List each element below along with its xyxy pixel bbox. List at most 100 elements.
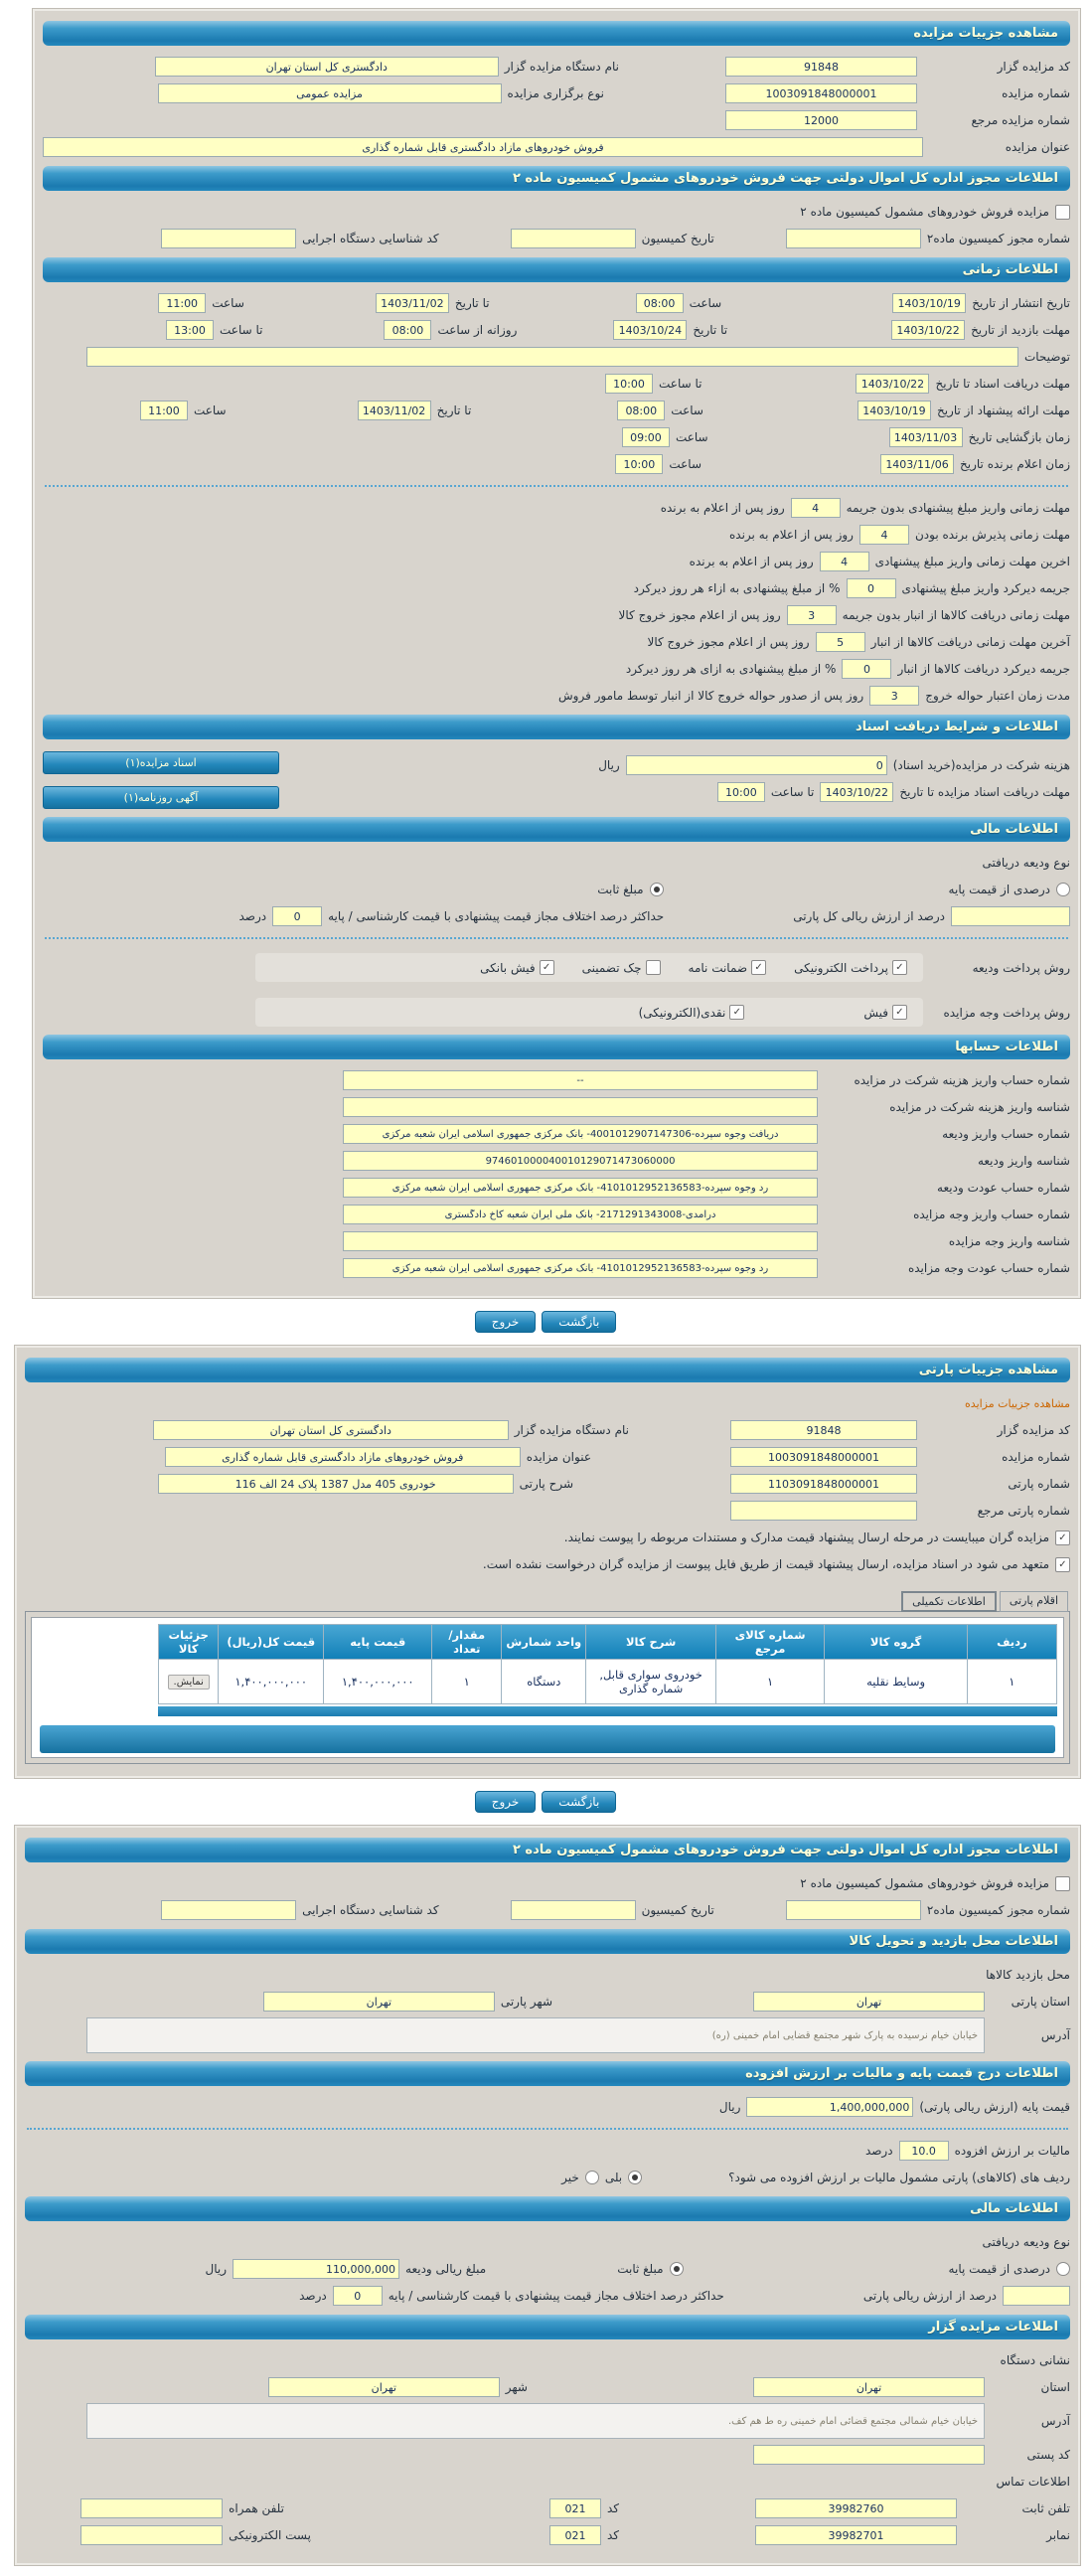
- back-button[interactable]: بازگشت: [542, 1791, 617, 1813]
- desc-field[interactable]: [85, 347, 1018, 367]
- fax-code-field[interactable]: [548, 2525, 601, 2545]
- commission-date-field-2[interactable]: [510, 1900, 636, 1920]
- org-name-field[interactable]: [154, 57, 499, 77]
- postal-code-field[interactable]: [753, 2445, 985, 2465]
- cash-electronic-checkbox[interactable]: [729, 1005, 745, 1020]
- offer-date-field[interactable]: [857, 401, 931, 420]
- party-address-field[interactable]: [86, 2017, 985, 2053]
- permit-number-field[interactable]: [785, 229, 921, 248]
- percent-of-base-radio[interactable]: [1056, 883, 1070, 896]
- vat-field[interactable]: [898, 2141, 949, 2161]
- email-field[interactable]: [80, 2525, 224, 2545]
- deposit-percent-field-2[interactable]: [1003, 2286, 1070, 2306]
- offer-to-hour-field[interactable]: [139, 401, 188, 420]
- account-field[interactable]: [343, 1151, 818, 1171]
- docs-deadline-hour-field[interactable]: [605, 374, 654, 394]
- agency-id-field-2[interactable]: [161, 1900, 297, 1920]
- newspaper-ad-button[interactable]: آگهی روزنامه(۱): [43, 786, 279, 809]
- penalty-value-field[interactable]: [858, 525, 909, 545]
- agency-id-field[interactable]: [161, 229, 297, 248]
- view-auction-details-link[interactable]: مشاهده جزییات مزایده: [965, 1396, 1070, 1410]
- bank-slip-checkbox[interactable]: [539, 960, 554, 975]
- back-button[interactable]: بازگشت: [542, 1311, 617, 1333]
- winner-date-field[interactable]: [880, 454, 955, 474]
- fixed-amount-radio[interactable]: [649, 883, 664, 896]
- party-org-field[interactable]: [152, 1420, 509, 1440]
- party-province-field[interactable]: [753, 1992, 985, 2012]
- guarantee-checkbox[interactable]: [751, 960, 767, 975]
- vat-no-radio[interactable]: [584, 2171, 599, 2184]
- phone-code-field[interactable]: [548, 2498, 601, 2518]
- fixed-amount-radio-2[interactable]: [669, 2262, 684, 2276]
- penalty-value-field[interactable]: [819, 552, 869, 571]
- auctioneer-code-field[interactable]: [725, 57, 917, 77]
- auction-number-field[interactable]: [725, 83, 917, 103]
- party-desc-field[interactable]: [157, 1474, 514, 1494]
- maxdiff-field[interactable]: [272, 906, 323, 926]
- party-auction-number-field[interactable]: [730, 1447, 917, 1467]
- penalty-value-field[interactable]: [869, 686, 920, 706]
- account-field[interactable]: [343, 1258, 818, 1278]
- permit-number-field-2[interactable]: [785, 1900, 921, 1920]
- phone-field[interactable]: [755, 2498, 957, 2518]
- attach-documents-checkbox[interactable]: [1055, 1530, 1070, 1545]
- vat-yes-radio[interactable]: [628, 2171, 643, 2184]
- slip-checkbox[interactable]: [892, 1005, 907, 1020]
- commission-date-field[interactable]: [510, 229, 636, 248]
- electronic-payment-checkbox[interactable]: [892, 960, 907, 975]
- visit-from-field[interactable]: [384, 320, 432, 340]
- publish-to-hour-field[interactable]: [158, 293, 207, 313]
- deposit-percent-field[interactable]: [951, 906, 1070, 926]
- party-auction-title-field[interactable]: [164, 1447, 521, 1467]
- publish-to-field[interactable]: [375, 293, 449, 313]
- no-file-request-checkbox[interactable]: [1055, 1556, 1070, 1572]
- org-city-field[interactable]: [267, 2377, 500, 2397]
- fax-field[interactable]: [755, 2525, 957, 2545]
- exit-button[interactable]: خروج: [474, 1311, 537, 1333]
- account-field[interactable]: [343, 1205, 818, 1224]
- offer-hour-field[interactable]: [617, 401, 666, 420]
- base-price-field[interactable]: [746, 2097, 914, 2117]
- mobile-field[interactable]: [80, 2498, 224, 2518]
- party-city-field[interactable]: [262, 1992, 495, 2012]
- show-details-button[interactable]: نمایش.: [167, 1675, 210, 1690]
- penalty-value-field[interactable]: [790, 498, 841, 518]
- auction-title-field[interactable]: [43, 137, 923, 157]
- deposit-amount-field[interactable]: [233, 2259, 400, 2279]
- publish-date-field[interactable]: [892, 293, 967, 313]
- maxdiff-field-2[interactable]: [332, 2286, 383, 2306]
- tab-additional-info[interactable]: اطلاعات تکمیلی: [901, 1591, 997, 1612]
- docs-deadline2-date-field[interactable]: [820, 782, 894, 802]
- org-address-field[interactable]: [86, 2403, 985, 2439]
- tab-party-items[interactable]: اقلام پارتی: [999, 1591, 1068, 1612]
- certified-check-checkbox[interactable]: [645, 960, 661, 975]
- opening-hour-field[interactable]: [621, 427, 670, 447]
- winner-hour-field[interactable]: [615, 454, 664, 474]
- exit-button[interactable]: خروج: [474, 1791, 537, 1813]
- account-field[interactable]: [343, 1231, 818, 1251]
- commission-auction-checkbox-2[interactable]: [1055, 1875, 1070, 1891]
- account-field[interactable]: [343, 1178, 818, 1198]
- auction-documents-button[interactable]: اسناد مزایده(۱): [43, 751, 279, 774]
- opening-date-field[interactable]: [888, 427, 963, 447]
- docs-deadline-date-field[interactable]: [856, 374, 930, 394]
- org-province-field[interactable]: [753, 2377, 985, 2397]
- penalty-value-field[interactable]: [846, 578, 896, 598]
- penalty-value-field[interactable]: [842, 659, 892, 679]
- account-field[interactable]: [343, 1097, 818, 1117]
- publish-hour-field[interactable]: [635, 293, 684, 313]
- percent-of-base-radio-2[interactable]: [1056, 2262, 1070, 2276]
- account-field[interactable]: [343, 1070, 818, 1090]
- commission-auction-checkbox[interactable]: [1055, 204, 1070, 220]
- party-ref-field[interactable]: [730, 1501, 917, 1521]
- docs-deadline2-hour-field[interactable]: [716, 782, 765, 802]
- party-number-field[interactable]: [730, 1474, 917, 1494]
- fee-field[interactable]: [625, 755, 887, 775]
- visit-till-field[interactable]: [166, 320, 214, 340]
- visit-to-field[interactable]: [613, 320, 688, 340]
- penalty-value-field[interactable]: [786, 605, 837, 625]
- penalty-value-field[interactable]: [815, 632, 865, 652]
- visit-date-field[interactable]: [891, 320, 966, 340]
- ref-number-field[interactable]: [725, 110, 917, 130]
- auction-type-field[interactable]: [157, 83, 502, 103]
